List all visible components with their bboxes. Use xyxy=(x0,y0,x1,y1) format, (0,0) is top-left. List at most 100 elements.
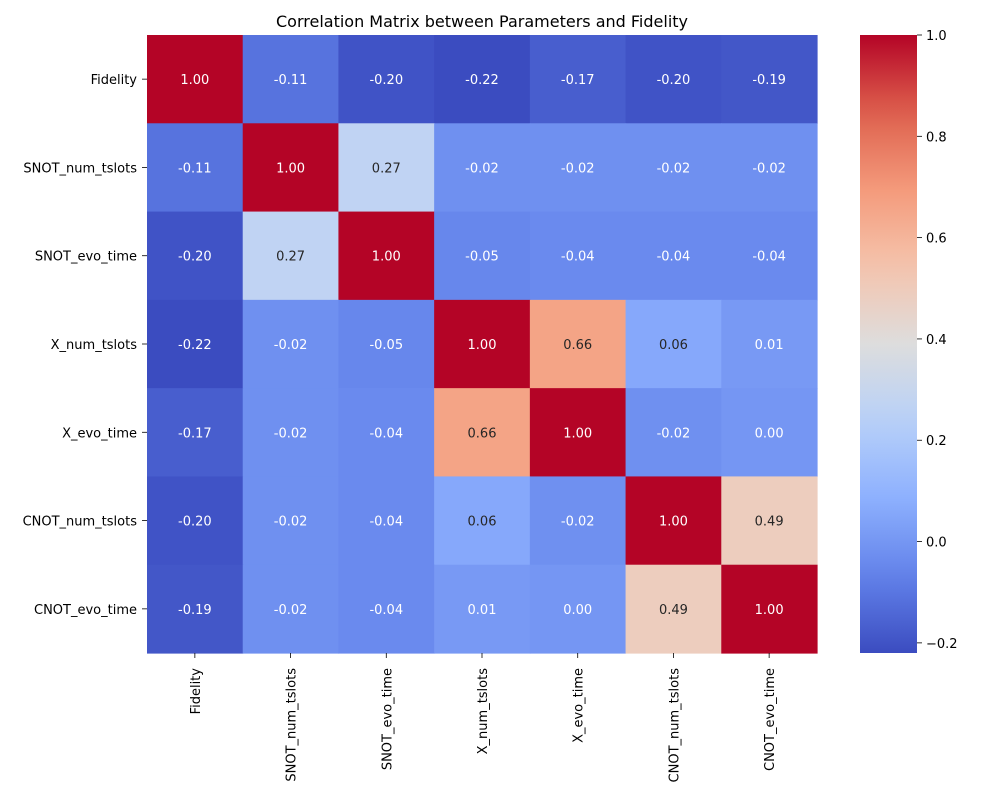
heatmap-cell xyxy=(338,123,435,213)
heatmap-cell xyxy=(147,564,244,654)
cell-value-label: -0.20 xyxy=(369,73,403,88)
cell-value-label: -0.11 xyxy=(274,73,308,88)
cell-value-label: 1.00 xyxy=(372,250,401,265)
heatmap-cell xyxy=(242,211,340,301)
column-tick-label: Fidelity xyxy=(189,668,204,715)
cell-value-label: -0.02 xyxy=(274,603,308,618)
heatmap-cell xyxy=(529,476,627,566)
cell-value-label: -0.02 xyxy=(657,161,691,176)
cell-value-label: -0.04 xyxy=(369,426,403,441)
cell-value-label: -0.04 xyxy=(369,603,403,618)
column-tick-labels: Fidelity SNOT_num_tslots SNOT_evo_time X_nu… xyxy=(189,653,778,782)
heatmap-cells xyxy=(147,35,818,654)
column-tick-label: SNOT_num_tslots xyxy=(285,668,300,782)
column-tick-label: CNOT_num_tslots xyxy=(667,668,682,783)
cell-value-label: 0.00 xyxy=(563,603,592,618)
cell-value-label: -0.04 xyxy=(657,250,691,265)
cell-value-label: -0.05 xyxy=(369,338,403,353)
colorbar-tick-label: 0.2 xyxy=(926,434,947,449)
row-tick-label: SNOT_evo_time xyxy=(35,250,137,265)
cell-value-label: -0.02 xyxy=(274,426,308,441)
cell-value-label: -0.17 xyxy=(561,73,595,88)
cell-value-label: -0.04 xyxy=(752,250,786,265)
cell-value-label: -0.02 xyxy=(561,515,595,530)
row-tick-label: SNOT_num_tslots xyxy=(23,161,137,176)
heatmap-cell xyxy=(625,299,722,389)
cell-value-label: -0.20 xyxy=(178,250,212,265)
heatmap-cell xyxy=(625,388,722,478)
cell-value-label: 1.00 xyxy=(180,73,209,88)
heatmap-cell xyxy=(147,35,244,124)
cell-value-label: 0.06 xyxy=(468,515,497,530)
heatmap-cell xyxy=(338,299,435,389)
colorbar-ticks: −0.2 0.0 0.2 0.4 0.6 0.8 1.0 xyxy=(917,29,958,652)
heatmap-cell xyxy=(625,35,722,124)
colorbar-tick-label: 0.4 xyxy=(926,333,947,348)
cell-value-label: 1.00 xyxy=(468,338,497,353)
column-tick-label: X_evo_time xyxy=(572,668,587,743)
heatmap-cell xyxy=(529,35,627,124)
heatmap-cell xyxy=(242,123,340,213)
cell-value-label: -0.19 xyxy=(178,603,212,618)
row-tick-label: CNOT_num_tslots xyxy=(23,515,138,530)
heatmap-cell xyxy=(434,476,531,566)
colorbar-tick-label: 1.0 xyxy=(926,29,947,44)
cell-value-label: -0.02 xyxy=(561,161,595,176)
cell-value-label: -0.04 xyxy=(369,515,403,530)
column-tick-label: CNOT_evo_time xyxy=(763,668,778,771)
row-tick-labels: Fidelity SNOT_num_tslots SNOT_evo_time X_nu… xyxy=(23,73,147,618)
heatmap-cell xyxy=(242,35,340,124)
column-tick-label: X_num_tslots xyxy=(476,668,491,755)
cell-value-label: -0.17 xyxy=(178,426,212,441)
cell-value-label: -0.05 xyxy=(465,250,499,265)
colorbar-tick-label: 0.6 xyxy=(926,232,947,247)
cell-value-label: 0.49 xyxy=(659,603,688,618)
cell-value-label: -0.02 xyxy=(752,161,786,176)
heatmap-cell xyxy=(625,123,722,213)
cell-value-label: -0.20 xyxy=(657,73,691,88)
column-tick-label: SNOT_evo_time xyxy=(380,668,395,770)
heatmap-cell xyxy=(242,476,340,566)
heatmap-cell xyxy=(434,388,531,478)
heatmap-cell xyxy=(529,123,627,213)
colorbar: −0.2 0.0 0.2 0.4 0.6 0.8 1.0 xyxy=(860,29,958,653)
cell-value-label: -0.02 xyxy=(274,515,308,530)
row-tick-label: X_evo_time xyxy=(62,426,137,441)
heatmap-cell xyxy=(434,35,531,124)
heatmap-cell xyxy=(625,564,722,654)
heatmap-cell xyxy=(338,564,435,654)
heatmap-cell xyxy=(721,35,818,124)
heatmap-cell xyxy=(434,123,531,213)
heatmap-cell xyxy=(529,299,627,389)
cell-value-label: -0.11 xyxy=(178,161,212,176)
heatmap-cell xyxy=(434,564,531,654)
heatmap-cell xyxy=(529,211,627,301)
heatmap-cell-labels: 1.00 -0.11 -0.20 -0.22 -0.17 -0.20 -0.19 -0.11 1… xyxy=(178,73,786,618)
cell-value-label: -0.02 xyxy=(657,426,691,441)
heatmap-cell xyxy=(147,476,244,566)
cell-value-label: 1.00 xyxy=(563,426,592,441)
heatmap-cell xyxy=(434,299,531,389)
heatmap-cell xyxy=(242,564,340,654)
cell-value-label: -0.20 xyxy=(178,515,212,530)
heatmap-cell xyxy=(434,211,531,301)
cell-value-label: -0.19 xyxy=(752,73,786,88)
cell-value-label: 0.27 xyxy=(276,250,305,265)
cell-value-label: -0.02 xyxy=(465,161,499,176)
cell-value-label: -0.04 xyxy=(561,250,595,265)
cell-value-label: -0.22 xyxy=(465,73,499,88)
cell-value-label: 0.00 xyxy=(755,426,784,441)
heatmap-cell xyxy=(242,388,340,478)
row-tick-label: Fidelity xyxy=(91,73,138,88)
cell-value-label: -0.22 xyxy=(178,338,212,353)
heatmap-cell xyxy=(147,388,244,478)
heatmap-cell xyxy=(721,388,818,478)
colorbar-tick-label: −0.2 xyxy=(926,637,958,652)
heatmap-cell xyxy=(529,564,627,654)
heatmap-cell xyxy=(147,123,244,213)
row-tick-label: X_num_tslots xyxy=(51,338,138,353)
heatmap-cell xyxy=(147,211,244,301)
chart-title: Correlation Matrix between Parameters an… xyxy=(276,12,688,31)
heatmap-cell xyxy=(529,388,627,478)
colorbar-tick-label: 0.0 xyxy=(926,536,947,551)
